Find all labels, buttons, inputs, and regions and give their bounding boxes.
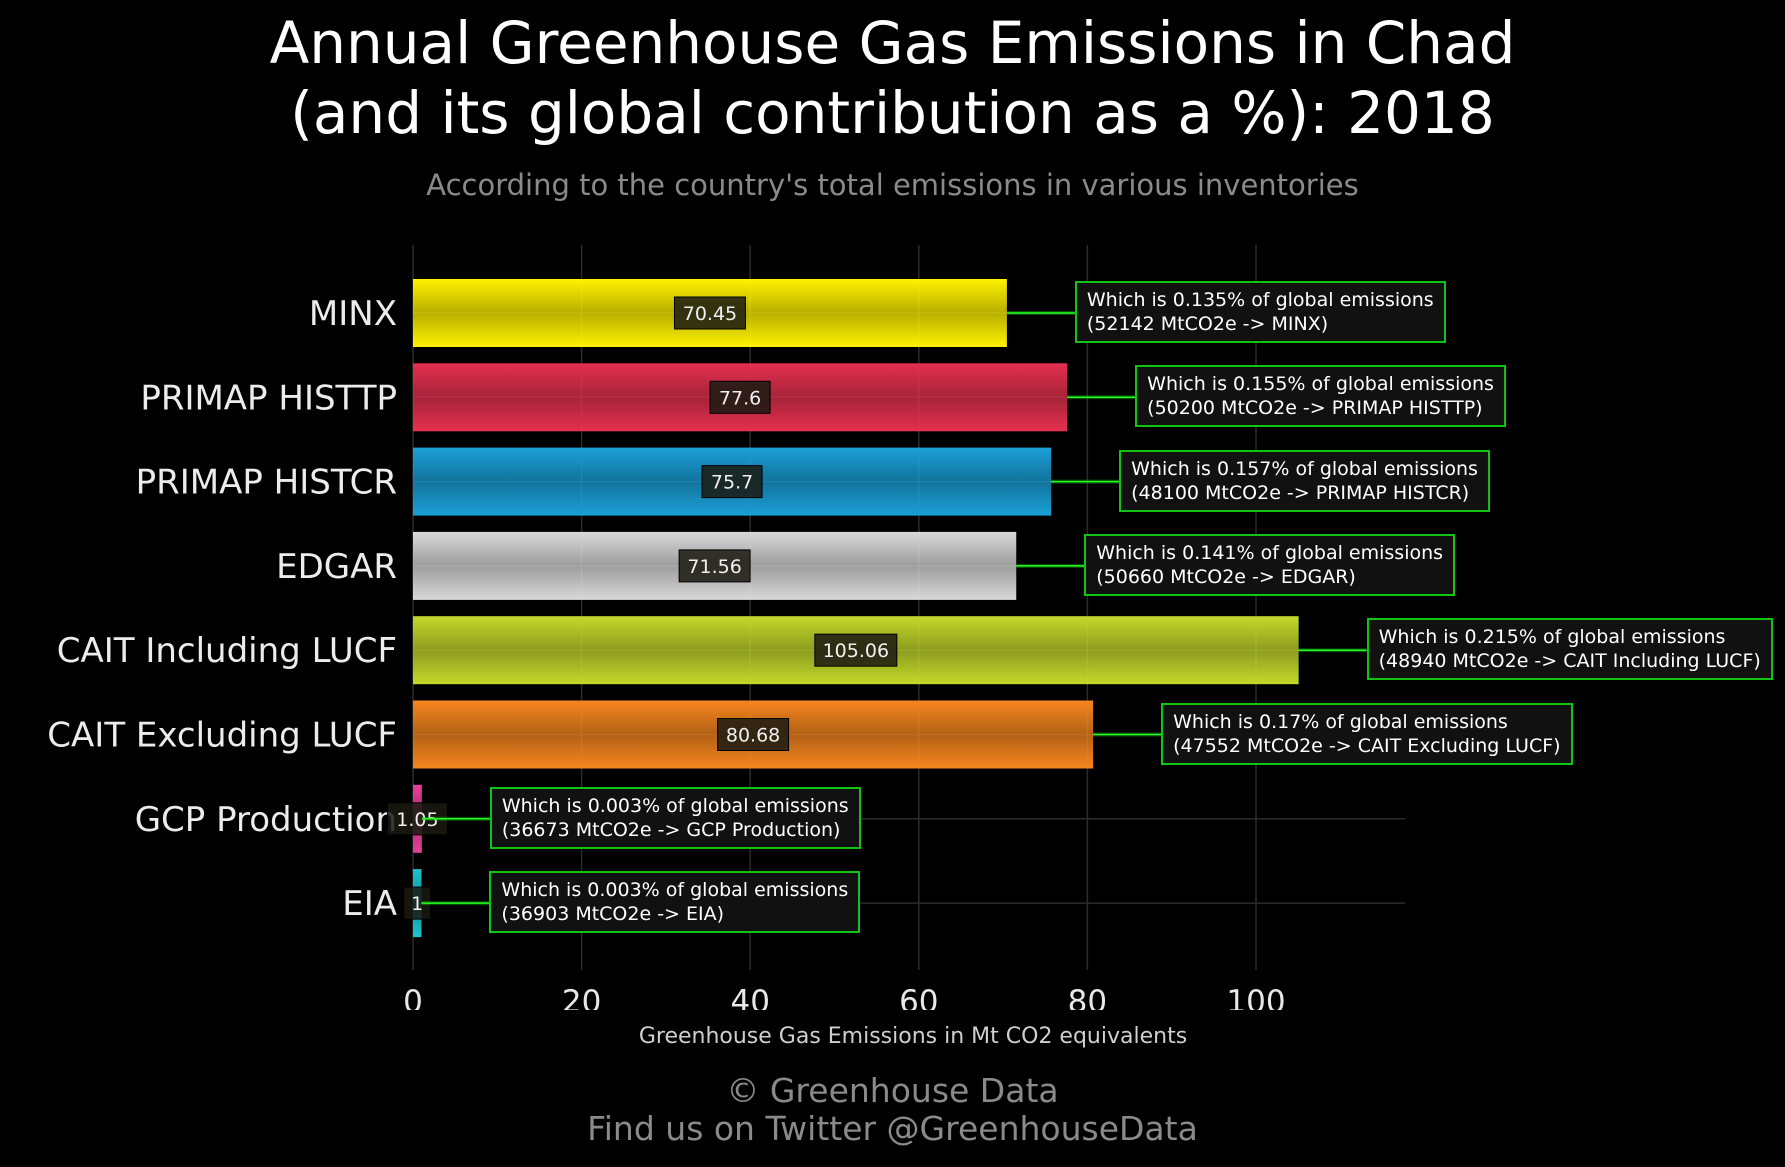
annotation-line-2: (36903 MtCO2e -> EIA): [501, 903, 725, 926]
x-tick-label: 40: [730, 984, 769, 1010]
credit-line-2: Find us on Twitter @GreenhouseData: [587, 1109, 1198, 1148]
category-label: EIA: [342, 884, 397, 924]
annotation-box: Which is 0.157% of global emissions (4810…: [1119, 449, 1490, 512]
x-tick-label: 100: [1226, 984, 1285, 1010]
x-tick-label: 80: [1068, 984, 1107, 1010]
chart-title-line-2: (and its global contribution as a %): 20…: [290, 79, 1495, 147]
annotation-line-1: Which is 0.17% of global emissions: [1173, 710, 1508, 733]
value-label-box: [717, 718, 790, 751]
value-label: 75.7: [711, 472, 753, 494]
annotation-line-2: (48100 MtCO2e -> PRIMAP HISTCR): [1131, 481, 1470, 504]
value-label: 1.05: [396, 809, 438, 831]
category-label: PRIMAP HISTTP: [140, 378, 397, 418]
value-label: 77.6: [719, 387, 761, 409]
annotation-line-2: (50200 MtCO2e -> PRIMAP HISTTP): [1147, 397, 1483, 420]
annotation-box: Which is 0.155% of global emissions (5020…: [1135, 365, 1506, 428]
annotation-line-2: (36673 MtCO2e -> GCP Production): [501, 818, 841, 841]
annotation-line-2: (47552 MtCO2e -> CAIT Excluding LUCF): [1173, 734, 1561, 757]
x-tick-label: 0: [403, 984, 423, 1010]
category-label: PRIMAP HISTCR: [136, 463, 397, 503]
value-label-box: [709, 380, 771, 414]
x-tick-label: 60: [899, 984, 938, 1010]
category-label: CAIT Excluding LUCF: [47, 716, 397, 756]
annotation-line-1: Which is 0.003% of global emissions: [501, 879, 849, 902]
annotation-line-2: (48940 MtCO2e -> CAIT Including LUCF): [1378, 650, 1761, 673]
annotation-box: Which is 0.141% of global emissions (5066…: [1084, 533, 1456, 596]
value-label-box: [814, 633, 898, 667]
x-axis-label: Greenhouse Gas Emissions in Mt CO2 equiv…: [638, 1024, 1188, 1049]
chart-title: Annual Greenhouse Gas Emissions in Chad …: [0, 8, 1785, 148]
credit-line-1: © Greenhouse Data: [726, 1071, 1059, 1110]
value-label-box: [673, 296, 746, 330]
annotation-box: Which is 0.215% of global emissions (4894…: [1366, 618, 1773, 681]
annotation-line-1: Which is 0.155% of global emissions: [1147, 373, 1494, 396]
chart-title-line-1: Annual Greenhouse Gas Emissions in Chad: [269, 9, 1516, 77]
annotation-line-2: (50660 MtCO2e -> EDGAR): [1096, 565, 1356, 588]
annotation-box: Which is 0.17% of global emissions (47552…: [1161, 702, 1573, 765]
annotation-box: Which is 0.135% of global emissions (5214…: [1074, 281, 1446, 343]
annotation-box: Which is 0.003% of global emissions (3690…: [489, 871, 861, 934]
annotation-line-1: Which is 0.215% of global emissions: [1378, 626, 1726, 649]
category-label: CAIT Including LUCF: [57, 631, 397, 671]
x-tick-label: 20: [562, 984, 601, 1010]
value-label: 70.45: [683, 303, 737, 325]
value-label: 71.56: [687, 556, 741, 578]
category-label: MINX: [309, 294, 397, 334]
chart-subtitle: According to the country's total emissio…: [426, 168, 1359, 202]
annotation-line-1: Which is 0.135% of global emissions: [1086, 289, 1434, 311]
value-label-box: [678, 549, 751, 583]
annotation-line-1: Which is 0.141% of global emissions: [1096, 541, 1444, 564]
category-label: GCP Production: [135, 800, 397, 840]
annotation-line-1: Which is 0.157% of global emissions: [1131, 457, 1478, 480]
value-label-box: [701, 465, 763, 499]
annotation-line-2: (52142 MtCO2e -> MINX): [1086, 313, 1329, 335]
credit: © Greenhouse Data Find us on Twitter @Gr…: [0, 1072, 1785, 1148]
annotation-box: Which is 0.003% of global emissions (3667…: [489, 786, 861, 849]
category-label: EDGAR: [276, 547, 397, 587]
bar-chart: 0 20 40 60 80 100 MINX 70.45 PRIMAP HISTTP 77.6 PR…: [47, 245, 1405, 1010]
value-label: 105.06: [823, 640, 889, 662]
value-label: 1: [411, 893, 423, 915]
value-label: 80.68: [726, 725, 780, 747]
annotation-line-1: Which is 0.003% of global emissions: [501, 794, 849, 817]
